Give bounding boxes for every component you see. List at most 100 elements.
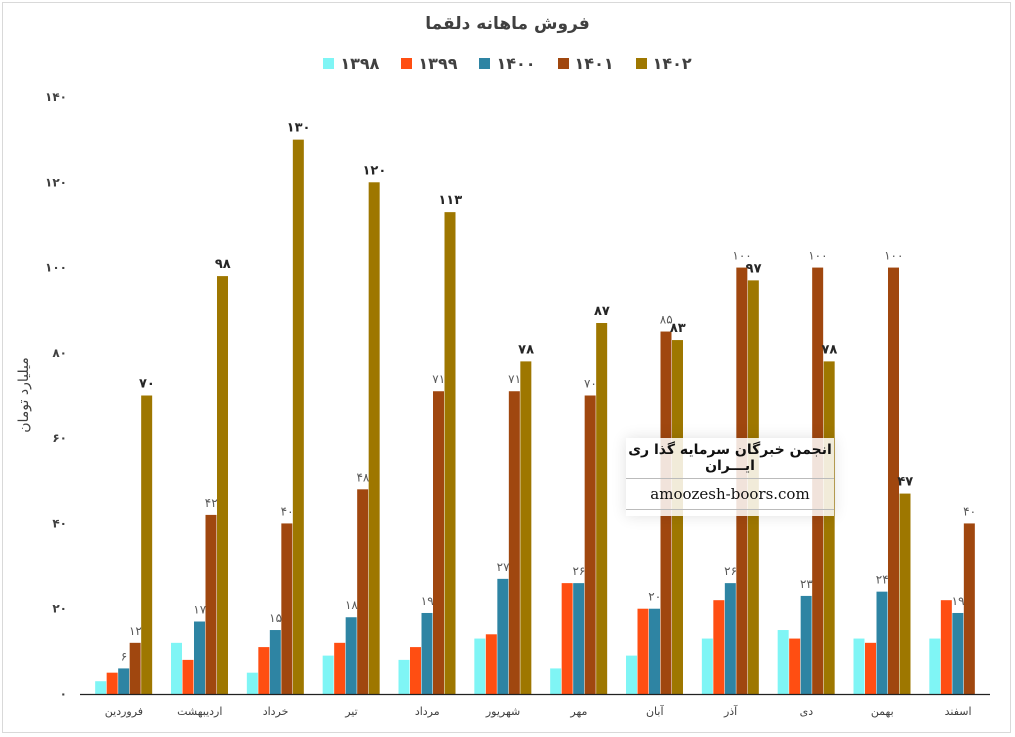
bar	[182, 659, 194, 694]
bar	[217, 276, 228, 694]
bar	[118, 668, 130, 694]
bar	[789, 638, 801, 694]
watermark-url: amoozesh-boors.com	[626, 479, 834, 510]
bar	[626, 655, 637, 694]
bar	[95, 681, 107, 694]
bar	[865, 642, 876, 694]
x-tick-label: بهمن	[871, 705, 894, 718]
legend-label: ۱۳۹۹	[418, 54, 458, 73]
y-tick-label: ۲۰	[52, 602, 67, 616]
x-tick-label: مرداد	[415, 705, 440, 718]
x-tick-label: اردیبهشت	[177, 705, 222, 718]
data-label: ۱۳۰	[287, 121, 311, 136]
x-tick-label: آذر	[723, 704, 738, 718]
bar	[205, 514, 217, 694]
data-label: ۷۱	[508, 372, 521, 386]
bar	[561, 583, 573, 694]
bar	[929, 638, 941, 694]
y-tick-label: ۶۰	[52, 431, 67, 445]
bar	[853, 638, 865, 694]
bar	[129, 642, 141, 694]
bar	[649, 608, 660, 694]
bar	[963, 523, 975, 694]
legend-label: ۱۴۰۱	[574, 54, 614, 73]
bar	[823, 361, 835, 694]
data-label: ۱۹	[421, 594, 434, 608]
bar	[410, 647, 421, 694]
bar	[258, 647, 270, 694]
y-tick-label: ۰	[60, 687, 67, 701]
bar	[584, 395, 596, 694]
data-label: ۷۱	[432, 372, 445, 386]
legend-swatch	[479, 58, 491, 69]
legend-item-0: ۱۳۹۸	[323, 54, 379, 73]
bar	[550, 668, 562, 694]
bar	[357, 489, 369, 694]
x-tick-label: آبان	[646, 704, 664, 718]
data-label: ۸۵	[660, 313, 673, 327]
bar	[171, 642, 182, 694]
y-tick-label: ۱۴۰	[45, 90, 67, 104]
bar	[497, 578, 509, 694]
y-tick-label: ۸۰	[52, 346, 67, 360]
data-label: ۹۷	[746, 261, 762, 276]
chart-legend: ۱۳۹۸ ۱۳۹۹ ۱۴۰۰ ۱۴۰۱ ۱۴۰۲	[0, 54, 1015, 73]
bar	[724, 583, 736, 694]
data-label: ۹۸	[215, 257, 231, 272]
legend-label: ۱۳۹۸	[340, 54, 380, 73]
bar	[194, 621, 205, 694]
legend-label: ۱۴۰۲	[652, 54, 692, 73]
bar	[713, 600, 725, 694]
data-label: ۸۳	[670, 321, 686, 336]
bar	[421, 612, 433, 694]
data-label: ۴۲	[205, 496, 218, 510]
bar	[106, 672, 118, 694]
legend-label: ۱۴۰۰	[496, 54, 536, 73]
legend-item-3: ۱۴۰۱	[557, 54, 614, 73]
x-tick-label: دی	[800, 705, 814, 718]
y-tick-label: ۱۲۰	[45, 175, 67, 189]
data-label: ۱۷	[193, 603, 206, 617]
bar	[876, 591, 888, 694]
x-tick-label: تیر	[344, 705, 357, 718]
data-label: ۷۸	[518, 342, 534, 357]
watermark-title: انجمن خبرگان سرمایه گذا ری ایـــران	[626, 442, 834, 479]
bar	[269, 630, 281, 694]
bar	[334, 642, 346, 694]
data-label: ۱۲۰	[363, 163, 387, 178]
y-tick-label: ۴۰	[52, 516, 67, 530]
y-tick-label: ۱۰۰	[45, 261, 67, 275]
bar	[520, 361, 532, 694]
x-tick-label: فروردین	[105, 705, 143, 718]
bar	[573, 583, 585, 694]
bar	[292, 139, 304, 695]
data-label: ۱۸	[345, 598, 358, 612]
data-label: ۲۶	[572, 564, 585, 578]
data-label: ۲۴	[876, 573, 889, 587]
data-label: ۴۷	[897, 475, 913, 490]
data-label: ۲۰	[648, 590, 661, 604]
bar	[596, 323, 608, 694]
bar	[940, 600, 952, 694]
bar	[777, 630, 789, 694]
data-label: ۴۰	[281, 504, 294, 518]
data-label: ۱۵	[269, 611, 282, 625]
data-label: ۷۸	[821, 342, 837, 357]
bar	[345, 617, 357, 694]
chart-title: فروش ماهانه دلقما	[425, 14, 590, 34]
legend-item-2: ۱۴۰۰	[479, 54, 536, 73]
bar	[246, 672, 258, 694]
bar	[485, 634, 497, 694]
x-tick-label: مهر	[569, 705, 587, 718]
data-label: ۱۲	[129, 624, 142, 638]
bar	[368, 182, 380, 695]
data-label: ۴۸	[356, 470, 369, 484]
x-tick-label: خرداد	[263, 705, 289, 718]
data-label: ۱۰۰	[808, 249, 827, 263]
legend-item-4: ۱۴۰۲	[635, 54, 692, 73]
bar	[952, 612, 964, 694]
data-label: ۱۹	[952, 594, 965, 608]
x-tick-label: اسفند	[945, 705, 972, 718]
bar	[141, 395, 153, 694]
bar	[701, 638, 713, 694]
